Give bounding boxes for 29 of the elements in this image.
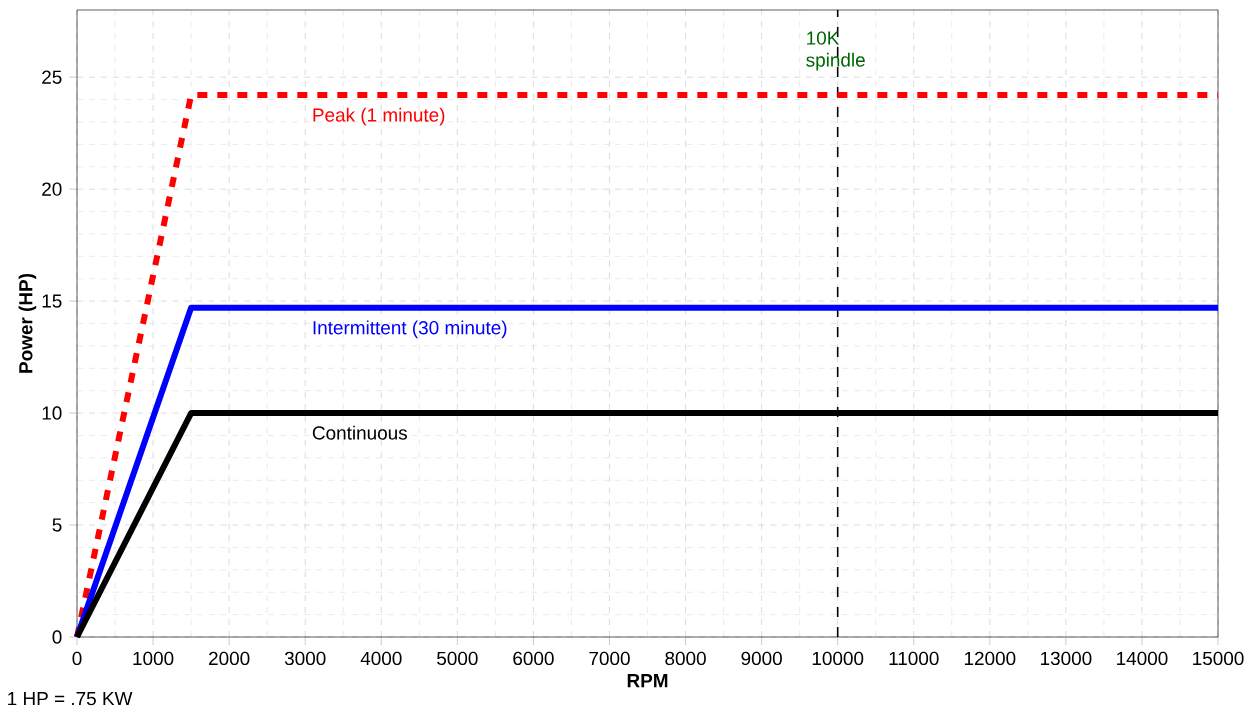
x-tick-label: 0 [72,651,82,666]
y-tick-label: 25 [42,70,62,84]
y-tick-label: 0 [52,630,62,644]
x-tick-label: 2000 [209,651,250,666]
series-label: Intermittent (30 minute) [313,320,507,339]
x-tick-label: 8000 [665,651,706,666]
x-tick-label: 1000 [133,651,174,666]
y-axis-title: Power (HP) [18,273,37,373]
y-tick-label: 10 [42,406,62,420]
x-tick-label: 6000 [513,651,554,666]
y-tick-label: 15 [42,294,62,308]
x-tick-label: 4000 [360,651,402,666]
series-label: Continuous [312,425,407,440]
y-tick-label: 20 [42,182,62,196]
y-tick-label: 5 [52,518,62,532]
x-tick-label: 9000 [741,651,782,666]
x-tick-label: 15000 [1193,651,1244,666]
x-axis-title: RPM [627,674,668,688]
ref-line-label: 10K spindle [806,31,865,71]
x-tick-label: 10000 [812,651,864,666]
x-tick-label: 13000 [1041,651,1092,666]
x-tick-label: 11000 [889,651,939,666]
x-tick-label: 12000 [964,651,1016,666]
x-tick-label: 7000 [589,651,630,666]
text: 1 HP = .75 KW [8,692,133,706]
x-tick-label: 14000 [1117,651,1168,666]
x-tick-label: 3000 [284,651,326,666]
series-label: Peak (1 minute) [313,107,445,126]
x-tick-label: 5000 [437,651,478,666]
